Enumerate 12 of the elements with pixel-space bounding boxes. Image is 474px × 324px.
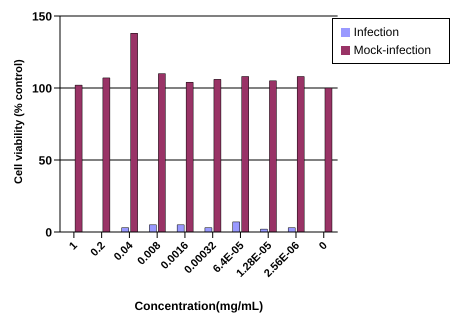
y-axis-title: Cell viability (% control) xyxy=(12,58,25,184)
y-tick-label: 150 xyxy=(32,9,52,24)
x-tick-label: 1 xyxy=(67,240,80,252)
y-tick-label: 100 xyxy=(32,81,52,96)
x-axis-title: Concentration(mg/mL) xyxy=(134,299,264,313)
x-tick-label: 0.04 xyxy=(112,239,136,264)
x-tick-label: 0.2 xyxy=(88,240,108,259)
x-tick-label: 0 xyxy=(317,240,330,252)
legend-label: Infection xyxy=(354,25,399,39)
y-tick-label: 0 xyxy=(45,225,52,240)
y-tick-label: 50 xyxy=(38,153,52,168)
legend-label: Mock-infection xyxy=(354,43,431,57)
